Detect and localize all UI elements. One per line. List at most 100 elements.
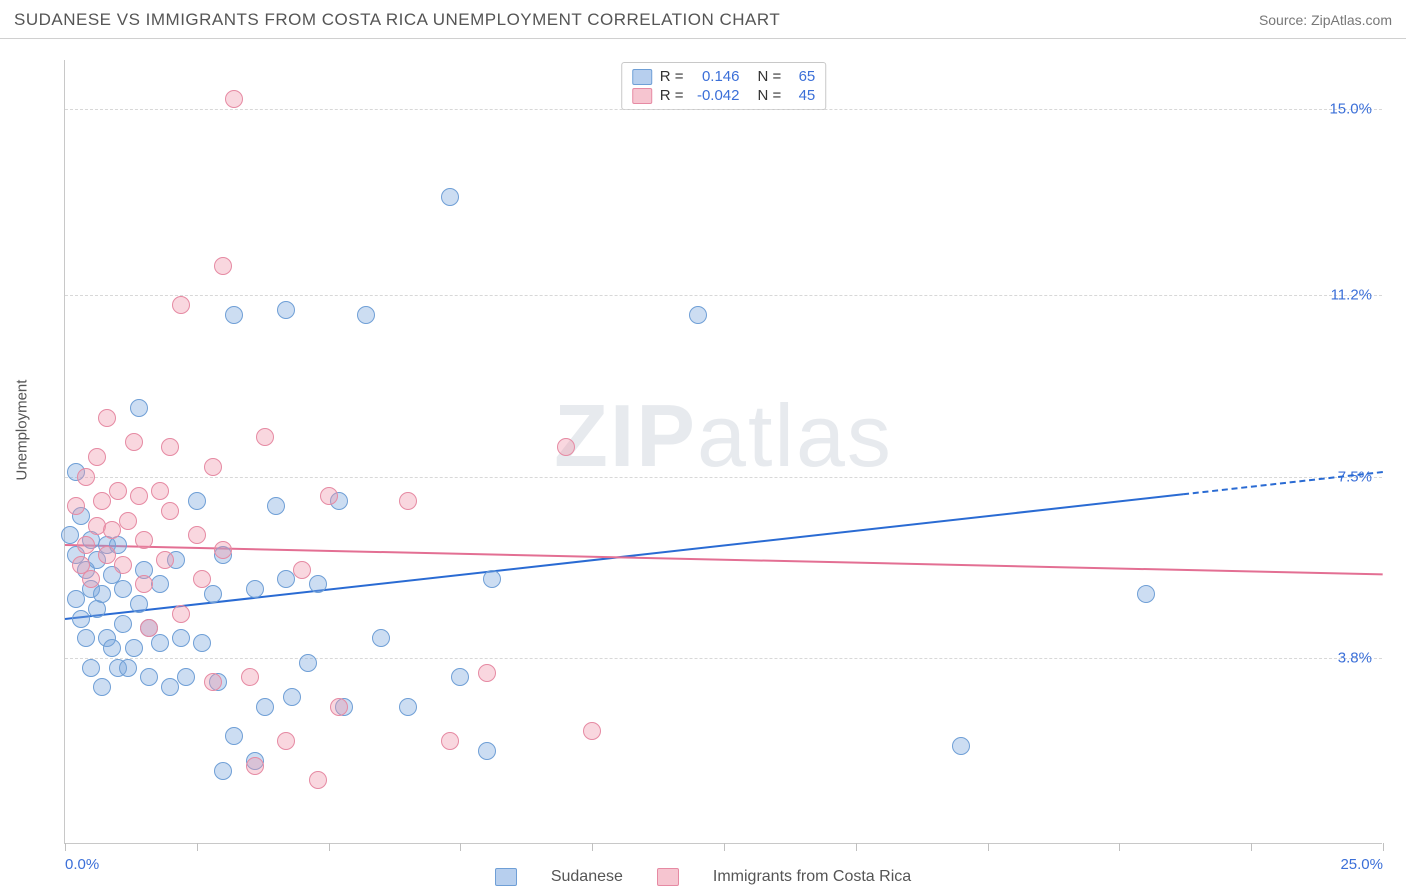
data-point-costa_rica xyxy=(557,438,575,456)
stats-row-sudanese: R = 0.146 N = 65 xyxy=(632,67,816,86)
data-point-sudanese xyxy=(193,634,211,652)
stats-row-costa-rica: R = -0.042 N = 45 xyxy=(632,86,816,105)
data-point-costa_rica xyxy=(193,570,211,588)
swatch-costa-rica xyxy=(632,88,652,104)
data-point-costa_rica xyxy=(93,492,111,510)
data-point-sudanese xyxy=(441,188,459,206)
y-tick-label: 3.8% xyxy=(1338,649,1372,666)
data-point-sudanese xyxy=(103,639,121,657)
y-axis-label: Unemployment xyxy=(14,380,31,481)
data-point-costa_rica xyxy=(125,433,143,451)
data-point-costa_rica xyxy=(441,732,459,750)
stat-r-value-costa-rica: -0.042 xyxy=(692,87,740,104)
data-point-sudanese xyxy=(483,570,501,588)
data-point-sudanese xyxy=(256,698,274,716)
data-point-sudanese xyxy=(309,575,327,593)
chart-area: ZIPatlas R = 0.146 N = 65 R = -0.042 N =… xyxy=(64,60,1382,844)
data-point-sudanese xyxy=(114,615,132,633)
stat-n-label: N = xyxy=(758,68,782,85)
legend-label-costa-rica: Immigrants from Costa Rica xyxy=(713,868,911,886)
data-point-costa_rica xyxy=(98,409,116,427)
data-point-costa_rica xyxy=(277,732,295,750)
data-point-sudanese xyxy=(151,634,169,652)
data-point-sudanese xyxy=(188,492,206,510)
data-point-costa_rica xyxy=(77,468,95,486)
data-point-costa_rica xyxy=(246,757,264,775)
data-point-costa_rica xyxy=(293,561,311,579)
swatch-sudanese xyxy=(632,69,652,85)
data-point-sudanese xyxy=(952,737,970,755)
trend-line-costa_rica xyxy=(65,545,1383,574)
data-point-sudanese xyxy=(299,654,317,672)
legend-swatch-sudanese xyxy=(495,868,517,886)
data-point-sudanese xyxy=(72,610,90,628)
x-tick xyxy=(1119,843,1120,851)
data-point-sudanese xyxy=(177,668,195,686)
x-tick xyxy=(65,843,66,851)
data-point-costa_rica xyxy=(172,296,190,314)
x-tick xyxy=(724,843,725,851)
watermark-light: atlas xyxy=(697,386,893,485)
data-point-costa_rica xyxy=(140,619,158,637)
data-point-sudanese xyxy=(283,688,301,706)
data-point-costa_rica xyxy=(135,531,153,549)
data-point-costa_rica xyxy=(135,575,153,593)
x-tick xyxy=(197,843,198,851)
bottom-legend: Sudanese Immigrants from Costa Rica xyxy=(0,868,1406,886)
x-tick xyxy=(856,843,857,851)
data-point-costa_rica xyxy=(82,570,100,588)
data-point-sudanese xyxy=(93,585,111,603)
stat-r-label: R = xyxy=(660,68,684,85)
stat-r-value-sudanese: 0.146 xyxy=(692,68,740,85)
data-point-costa_rica xyxy=(188,526,206,544)
data-point-sudanese xyxy=(151,575,169,593)
x-tick xyxy=(988,843,989,851)
data-point-sudanese xyxy=(204,585,222,603)
data-point-costa_rica xyxy=(77,536,95,554)
data-point-sudanese xyxy=(214,762,232,780)
data-point-costa_rica xyxy=(309,771,327,789)
correlation-stats-box: R = 0.146 N = 65 R = -0.042 N = 45 xyxy=(621,62,827,110)
data-point-costa_rica xyxy=(109,482,127,500)
legend-swatch-costa-rica xyxy=(657,868,679,886)
data-point-sudanese xyxy=(125,639,143,657)
data-point-costa_rica xyxy=(204,458,222,476)
data-point-costa_rica xyxy=(172,605,190,623)
data-point-costa_rica xyxy=(214,257,232,275)
data-point-costa_rica xyxy=(478,664,496,682)
plot-wrapper: ZIPatlas R = 0.146 N = 65 R = -0.042 N =… xyxy=(46,60,1382,844)
chart-source: Source: ZipAtlas.com xyxy=(1259,12,1392,28)
data-point-costa_rica xyxy=(114,556,132,574)
data-point-costa_rica xyxy=(399,492,417,510)
data-point-sudanese xyxy=(225,306,243,324)
data-point-sudanese xyxy=(161,678,179,696)
x-tick xyxy=(329,843,330,851)
data-point-costa_rica xyxy=(103,521,121,539)
stat-n-value-sudanese: 65 xyxy=(789,68,815,85)
data-point-sudanese xyxy=(225,727,243,745)
x-tick xyxy=(1251,843,1252,851)
data-point-costa_rica xyxy=(214,541,232,559)
data-point-costa_rica xyxy=(67,497,85,515)
data-point-costa_rica xyxy=(256,428,274,446)
data-point-sudanese xyxy=(399,698,417,716)
data-point-sudanese xyxy=(277,570,295,588)
data-point-sudanese xyxy=(77,629,95,647)
stat-n-label: N = xyxy=(758,87,782,104)
gridline-h xyxy=(65,658,1382,659)
x-tick xyxy=(460,843,461,851)
data-point-sudanese xyxy=(130,595,148,613)
gridline-h xyxy=(65,295,1382,296)
data-point-costa_rica xyxy=(225,90,243,108)
data-point-sudanese xyxy=(689,306,707,324)
data-point-costa_rica xyxy=(161,502,179,520)
data-point-sudanese xyxy=(372,629,390,647)
gridline-h xyxy=(65,477,1382,478)
x-tick xyxy=(1383,843,1384,851)
chart-title: SUDANESE VS IMMIGRANTS FROM COSTA RICA U… xyxy=(14,10,780,30)
data-point-sudanese xyxy=(1137,585,1155,603)
data-point-sudanese xyxy=(246,580,264,598)
data-point-costa_rica xyxy=(204,673,222,691)
legend-label-sudanese: Sudanese xyxy=(551,868,623,886)
data-point-sudanese xyxy=(277,301,295,319)
